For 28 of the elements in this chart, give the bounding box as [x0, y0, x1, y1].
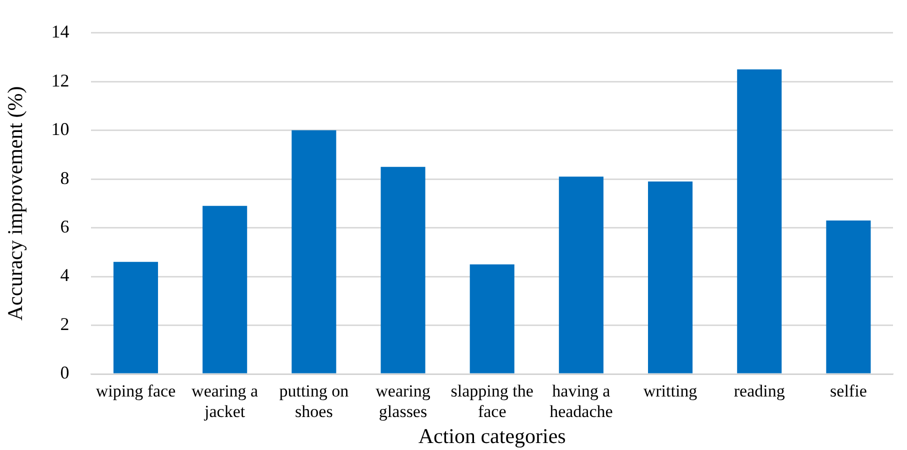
x-tick-label: reading — [734, 382, 786, 401]
y-tick-label: 6 — [60, 216, 70, 237]
y-axis-title: Accuracy improvement (%) — [3, 86, 28, 321]
y-tick-label: 10 — [51, 119, 70, 140]
bar — [292, 130, 336, 374]
x-tick-label: writting — [643, 382, 698, 401]
y-tick-label: 0 — [60, 362, 70, 383]
y-tick-label: 12 — [51, 70, 70, 90]
y-tick-label: 4 — [60, 265, 70, 286]
x-tick-label: having a headache — [550, 382, 613, 422]
bar — [648, 181, 693, 374]
y-tick-label: 14 — [51, 22, 70, 42]
bar — [380, 166, 426, 374]
y-tick-label: 2 — [60, 314, 70, 334]
x-tick-label: wiping face — [96, 382, 176, 401]
x-tick-label: wearing glasses — [376, 382, 431, 422]
x-tick-label: slapping the face — [450, 382, 534, 422]
bar — [826, 220, 871, 374]
bar — [202, 206, 248, 374]
x-axis-title: Action categories — [418, 424, 566, 448]
bar — [113, 262, 158, 374]
x-tick-label: selfie — [830, 382, 867, 401]
x-tick-label: putting on shoes — [279, 382, 350, 422]
bar — [470, 264, 514, 374]
x-tick-label: wearing a jacket — [192, 382, 259, 422]
bar — [737, 69, 782, 374]
bar — [558, 176, 604, 374]
y-tick-label: 8 — [60, 168, 70, 188]
